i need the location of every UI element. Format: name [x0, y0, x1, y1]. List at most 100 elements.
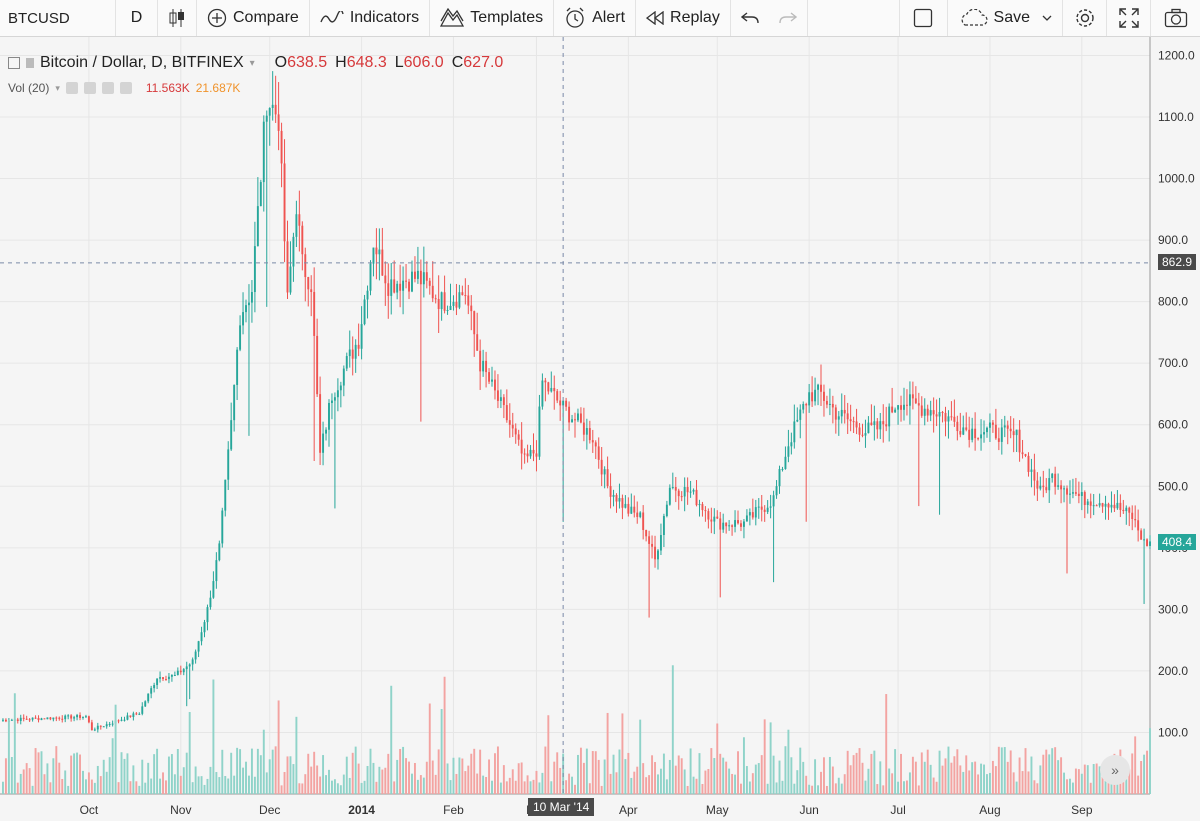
candle-body	[499, 397, 502, 401]
alert-button[interactable]: Alert	[554, 0, 637, 36]
candle-body	[117, 720, 120, 722]
candle-body	[61, 718, 64, 720]
candle-body	[1083, 492, 1086, 505]
volume-bar	[1080, 773, 1083, 794]
close-small-icon[interactable]	[119, 82, 132, 94]
replay-button[interactable]: Replay	[636, 0, 731, 36]
candle-body	[571, 419, 573, 423]
chart-background	[0, 37, 1200, 821]
volume-bar	[914, 761, 917, 794]
volume-bar	[737, 751, 739, 794]
volume-bar	[867, 768, 870, 794]
candle-body	[467, 295, 470, 306]
volume-bar	[1027, 771, 1030, 794]
camera-icon	[1164, 8, 1187, 28]
volume-bar	[58, 762, 61, 794]
candle-body	[968, 429, 971, 440]
candle-body	[19, 717, 22, 721]
price-chart[interactable]: 100.0200.0300.0400.0500.0600.0700.0800.0…	[0, 37, 1200, 821]
candle-body	[716, 516, 719, 519]
candle-body	[381, 249, 384, 276]
volume-legend: Vol (20) ▾ 11.563K 21.687K	[8, 81, 240, 95]
candle-body	[562, 400, 565, 406]
volume-bar	[908, 772, 911, 794]
volume-bar	[182, 767, 185, 794]
candle-body	[197, 641, 200, 652]
volume-bar	[568, 773, 571, 794]
candle-body	[1000, 427, 1003, 442]
volume-bar	[965, 755, 968, 794]
templates-button[interactable]: Templates	[430, 0, 555, 36]
volume-bar	[1009, 750, 1012, 794]
snapshot-button[interactable]	[1150, 0, 1200, 36]
volume-bar	[725, 761, 728, 794]
undo-button[interactable]	[731, 0, 769, 36]
candle-body	[1140, 530, 1143, 540]
x-tick-label: Nov	[170, 803, 191, 817]
fullscreen-toggle-button[interactable]	[898, 0, 947, 36]
indicators-button[interactable]: Indicators	[310, 0, 431, 36]
candle-body	[304, 254, 307, 278]
candle-body	[950, 416, 953, 418]
candle-body	[1036, 480, 1039, 489]
candle-body	[929, 410, 932, 416]
chart-type-button[interactable]	[158, 0, 197, 36]
expand-button[interactable]	[1106, 0, 1150, 36]
volume-bar	[825, 785, 828, 794]
volume-bar	[654, 762, 656, 794]
volume-bar	[612, 754, 615, 794]
legend-menu-icon[interactable]: ▾	[249, 57, 255, 69]
volume-bar	[870, 753, 873, 794]
candle-body	[1128, 507, 1131, 513]
redo-button[interactable]	[769, 0, 808, 36]
volume-bar	[971, 762, 974, 794]
volume-bar	[983, 764, 985, 794]
scroll-forward-button[interactable]: »	[1100, 755, 1130, 785]
volume-bar	[292, 764, 295, 794]
volume-bar	[618, 749, 621, 794]
eye-icon[interactable]	[65, 82, 78, 94]
volume-bar	[342, 774, 345, 794]
candle-body	[307, 277, 310, 290]
volume-bar	[351, 752, 354, 794]
volume-bar	[713, 758, 716, 794]
candle-body	[775, 486, 778, 496]
volume-bar	[849, 765, 852, 794]
candle-body	[645, 529, 648, 537]
settings-small-icon[interactable]	[83, 82, 96, 94]
volume-bar	[588, 783, 591, 794]
interval-button[interactable]: D	[116, 0, 158, 36]
plus-small-icon[interactable]	[101, 82, 114, 94]
volume-bar	[227, 778, 230, 794]
volume-bar	[179, 775, 182, 794]
symbol-search[interactable]: BTCUSD	[0, 0, 116, 36]
candle-body	[852, 421, 855, 423]
save-button[interactable]: Save	[946, 0, 1062, 36]
candle-body	[464, 295, 467, 297]
candle-body	[1018, 429, 1021, 453]
candle-body	[120, 719, 123, 721]
alert-label: Alert	[592, 9, 626, 26]
volume-bar	[108, 757, 111, 794]
candle-body	[253, 246, 256, 293]
volume-bar	[84, 779, 87, 794]
volume-label: Vol (20)	[8, 81, 50, 95]
volume-bar	[1036, 783, 1039, 794]
high-value: 648.3	[346, 54, 387, 71]
legend-collapse-icon[interactable]	[8, 57, 20, 69]
volume-bar	[221, 749, 224, 794]
volume-bar	[823, 757, 825, 794]
settings-button[interactable]	[1062, 0, 1106, 36]
chart-area[interactable]: 100.0200.0300.0400.0500.0600.0700.0800.0…	[0, 37, 1200, 821]
volume-menu-icon[interactable]: ▾	[55, 82, 60, 93]
candle-body	[399, 283, 402, 291]
volume-bar	[1077, 769, 1080, 794]
candle-body	[686, 487, 689, 493]
volume-bar	[932, 777, 935, 794]
compare-button[interactable]: Compare	[197, 0, 310, 36]
volume-bar	[218, 777, 221, 794]
candle-body	[111, 723, 114, 725]
volume-bar	[31, 785, 34, 794]
candle-body	[725, 522, 728, 527]
high-label: H	[335, 54, 347, 71]
